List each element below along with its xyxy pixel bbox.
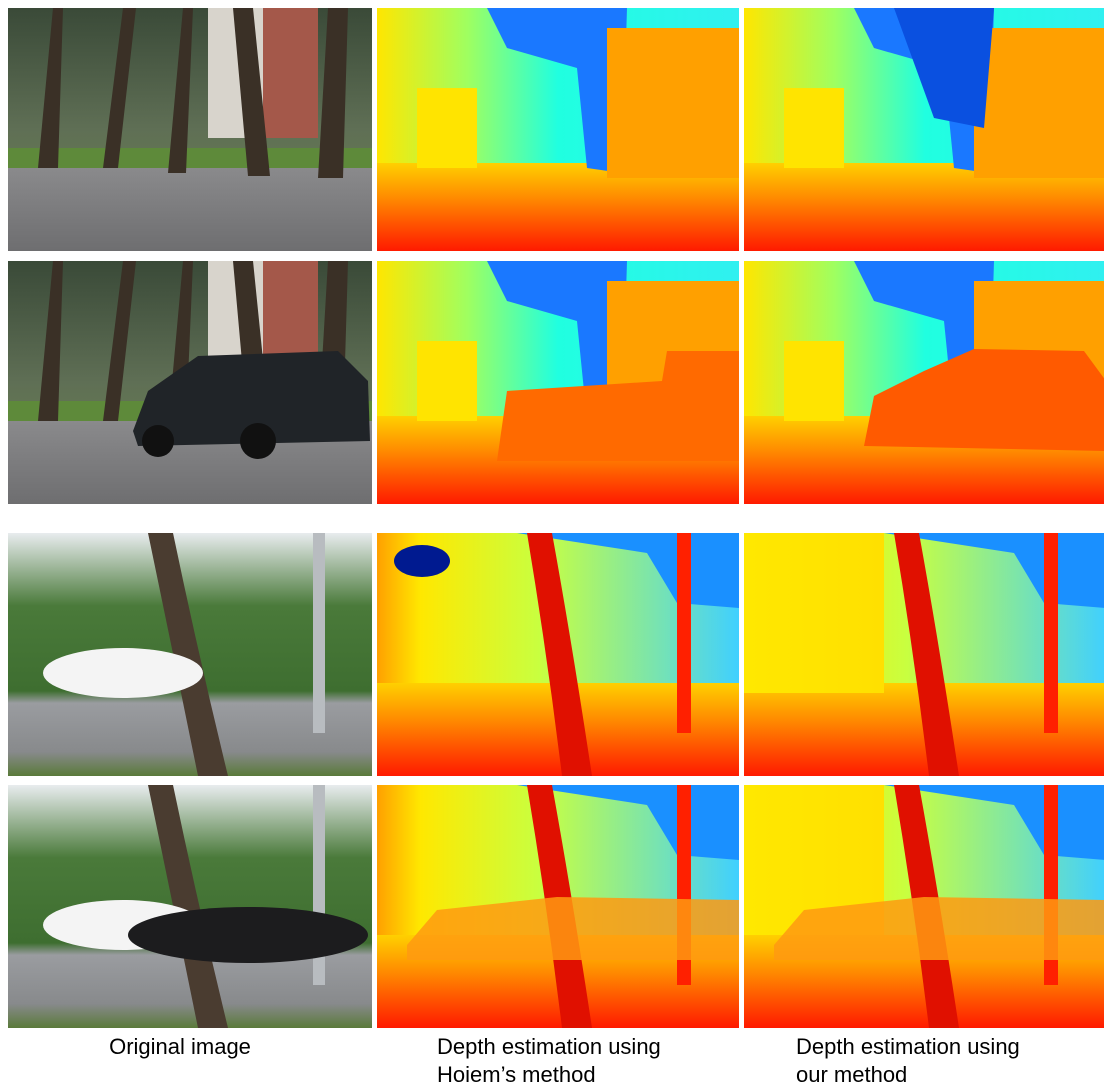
original-photo [8, 261, 372, 504]
depth-map [377, 261, 739, 504]
depth-map [377, 8, 739, 251]
original-photo [8, 785, 372, 1028]
depth-map [744, 785, 1104, 1028]
depth-map [377, 533, 739, 776]
original-photo [8, 533, 372, 776]
depth-map [744, 533, 1104, 776]
figure: Original image Depth estimation using Ho… [0, 0, 1104, 1086]
caption: our method [796, 1062, 907, 1086]
depth-map [377, 785, 739, 1028]
page: Original image Depth estimation using Ho… [0, 0, 1104, 1086]
caption: Depth estimation using [796, 1034, 1020, 1059]
caption: Depth estimation using [437, 1034, 661, 1059]
original-photo [8, 8, 372, 251]
caption: Hoiem’s method [437, 1062, 596, 1086]
depth-map [744, 8, 1104, 251]
depth-map [744, 261, 1104, 504]
caption: Original image [109, 1034, 251, 1059]
